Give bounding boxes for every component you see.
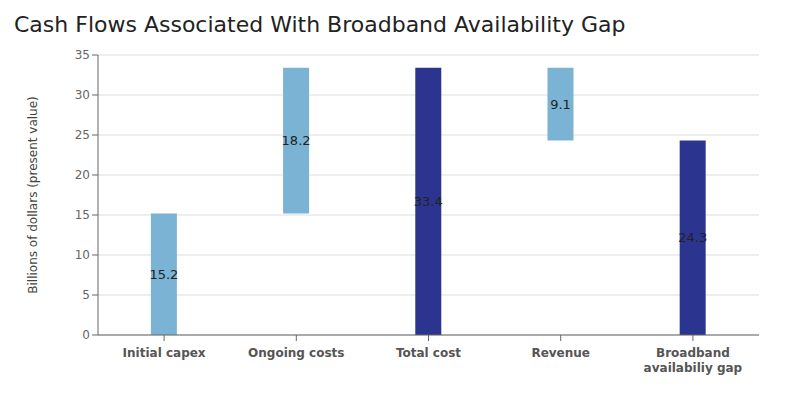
svg-text:35: 35 — [75, 48, 90, 62]
svg-text:33.4: 33.4 — [414, 194, 443, 209]
svg-text:0: 0 — [82, 328, 90, 342]
svg-text:Billions of dollars (present v: Billions of dollars (present value) — [26, 96, 40, 294]
svg-text:Total cost: Total cost — [396, 346, 461, 360]
svg-text:Broadbandavailabiliy gap: Broadbandavailabiliy gap — [644, 346, 743, 375]
svg-text:15.2: 15.2 — [149, 267, 178, 282]
svg-text:Initial capex: Initial capex — [123, 346, 206, 360]
svg-text:20: 20 — [75, 168, 90, 182]
svg-text:25: 25 — [75, 128, 90, 142]
svg-text:Revenue: Revenue — [531, 346, 590, 360]
svg-text:10: 10 — [75, 248, 90, 262]
svg-text:15: 15 — [75, 208, 90, 222]
svg-text:18.2: 18.2 — [282, 133, 311, 148]
svg-text:24.3: 24.3 — [678, 230, 707, 245]
svg-text:5: 5 — [82, 288, 90, 302]
html-text:Cash Flows Associated With Bro: Cash Flows Associated With Broadband Ava… — [14, 12, 626, 37]
svg-text:9.1: 9.1 — [550, 97, 571, 112]
svg-text:30: 30 — [75, 88, 90, 102]
svg-text:Ongoing costs: Ongoing costs — [248, 346, 344, 360]
